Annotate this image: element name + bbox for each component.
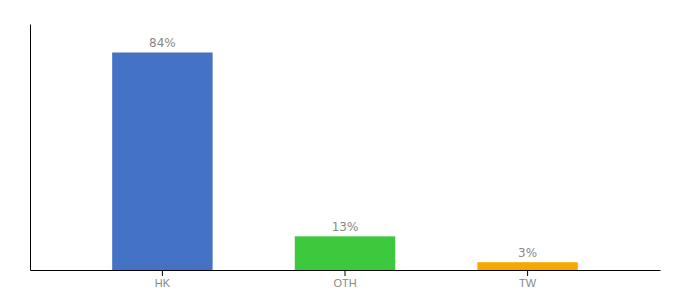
x-tick: HK (155, 270, 171, 289)
x-tick: OTH (333, 270, 356, 289)
data-label: 13% (332, 220, 359, 234)
data-label: 3% (518, 246, 537, 260)
bar (295, 236, 395, 270)
x-axis: HK OTH TW (31, 270, 661, 289)
y-axis (30, 25, 31, 271)
bar (477, 262, 577, 270)
bars (112, 52, 578, 270)
x-tick-label: OTH (333, 277, 356, 289)
bar (112, 52, 212, 270)
x-tick-mark (345, 270, 346, 276)
y-axis-line (30, 25, 31, 271)
plot: HK OTH TW 84% 13% 3% (31, 25, 661, 289)
chart: HK OTH TW 84% 13% 3% (0, 0, 680, 300)
x-tick-mark (527, 270, 528, 276)
x-tick-label: HK (155, 277, 171, 289)
x-tick-mark (162, 270, 163, 276)
data-label: 84% (149, 36, 176, 50)
x-tick-label: TW (519, 277, 537, 289)
data-labels: 84% 13% 3% (149, 36, 537, 260)
x-tick: TW (519, 270, 537, 289)
